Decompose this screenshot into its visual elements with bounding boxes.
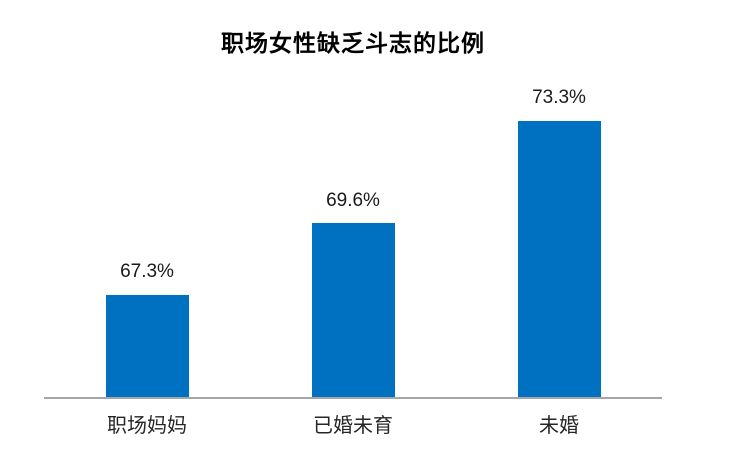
x-axis-category-label: 已婚未育 [313,415,393,437]
bar-value-label: 69.6% [326,189,380,211]
bar [311,223,395,397]
bar-group: 73.3% [456,87,662,397]
x-axis-line [44,397,662,399]
bar-group: 69.6% [250,87,456,397]
bar [517,120,601,397]
bar-value-label: 73.3% [532,87,586,108]
x-axis-labels: 职场妈妈 已婚未育 未婚 [44,414,662,438]
bar-group: 67.3% [44,87,250,397]
plot-area: 67.3% 69.6% 73.3% [44,87,662,397]
chart-title: 职场女性缺乏斗志的比例 [221,30,485,56]
x-axis-category-label: 未婚 [539,415,579,437]
bar-value-label: 67.3% [120,260,174,282]
x-axis-category-label: 职场妈妈 [107,415,187,437]
bar [105,294,189,397]
